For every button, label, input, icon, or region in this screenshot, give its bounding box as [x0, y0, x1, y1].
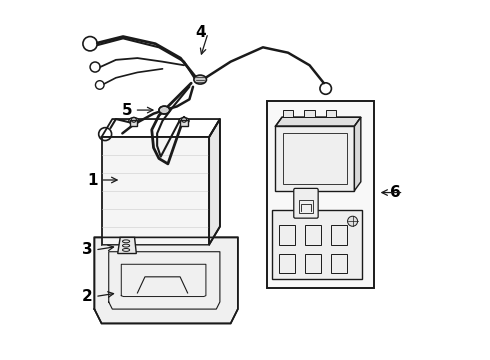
Bar — [331, 225, 347, 244]
Polygon shape — [354, 117, 361, 191]
FancyBboxPatch shape — [294, 188, 318, 218]
Bar — [283, 110, 294, 117]
Bar — [305, 253, 321, 273]
Bar — [267, 101, 374, 288]
Text: 3: 3 — [82, 242, 93, 257]
Ellipse shape — [129, 118, 139, 124]
Bar — [299, 200, 313, 213]
Bar — [272, 211, 362, 279]
Polygon shape — [275, 117, 361, 126]
Bar — [326, 110, 337, 117]
Bar — [275, 126, 354, 191]
Polygon shape — [95, 237, 238, 323]
Text: 4: 4 — [195, 26, 205, 40]
Bar — [305, 225, 321, 244]
Ellipse shape — [194, 75, 206, 84]
Text: 2: 2 — [82, 289, 93, 304]
Polygon shape — [209, 119, 220, 244]
Bar — [101, 137, 209, 244]
Bar — [279, 253, 295, 273]
Polygon shape — [118, 237, 136, 253]
Bar — [304, 110, 315, 117]
Bar — [331, 253, 347, 273]
Bar — [180, 121, 188, 126]
Ellipse shape — [179, 118, 189, 124]
Bar — [279, 225, 295, 244]
Text: 6: 6 — [390, 185, 401, 200]
Bar — [283, 134, 347, 184]
Circle shape — [347, 216, 358, 226]
Bar — [130, 121, 137, 126]
Text: 1: 1 — [87, 172, 98, 188]
Text: 5: 5 — [122, 103, 132, 118]
Ellipse shape — [159, 106, 170, 114]
